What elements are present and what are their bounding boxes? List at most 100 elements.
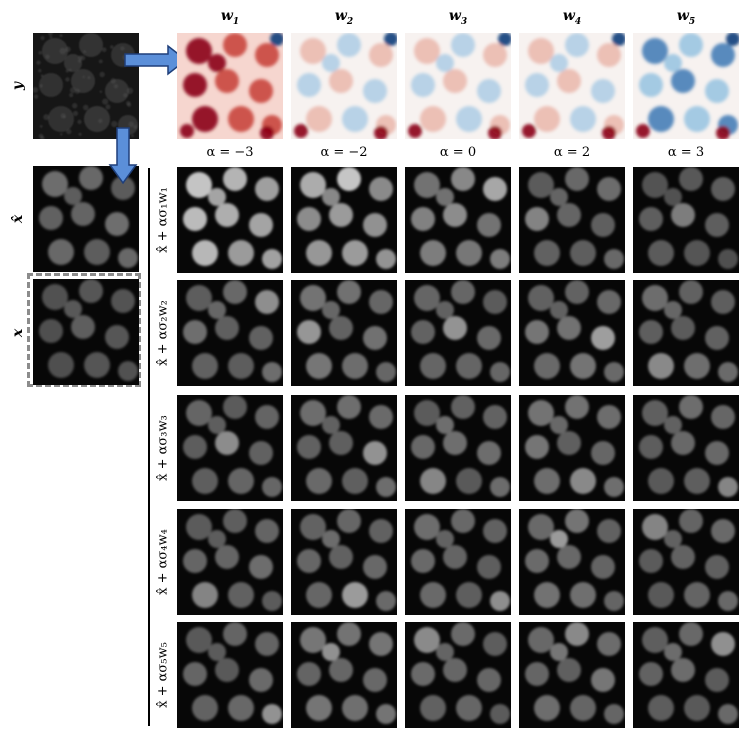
grid-image-r4-c5 — [633, 509, 739, 615]
noise-speck — [40, 74, 44, 78]
nucleus — [228, 695, 254, 721]
w-accent — [612, 33, 625, 46]
grid-image-r1-c2 — [291, 167, 397, 273]
nucleus — [228, 353, 254, 379]
nucleus — [604, 704, 624, 724]
nucleus — [684, 695, 710, 721]
nucleus — [183, 207, 207, 231]
noise-speck — [39, 125, 43, 128]
noise-speck — [80, 55, 86, 61]
w-image-1 — [177, 33, 283, 139]
noise-speck — [102, 98, 109, 105]
w-accent — [180, 124, 194, 138]
w-blob — [528, 38, 554, 64]
nucleus — [648, 353, 674, 379]
nucleus — [671, 203, 695, 227]
nucleus — [671, 431, 695, 455]
nucleus — [337, 622, 361, 646]
separator-line — [148, 168, 150, 726]
nucleus — [420, 468, 446, 494]
grid-image-r5-c4 — [519, 622, 625, 728]
grid-image-r2-c4 — [519, 280, 625, 386]
nucleus — [79, 166, 103, 190]
nucleus — [604, 362, 624, 382]
grid-image-r4-c2 — [291, 509, 397, 615]
w-accent — [294, 124, 308, 138]
w-blob — [570, 106, 596, 132]
grid-image-r5-c1 — [177, 622, 283, 728]
w-blob — [705, 79, 729, 103]
nucleus — [411, 435, 435, 459]
nucleus — [664, 301, 682, 319]
noise-speck — [43, 114, 50, 121]
nucleus — [223, 509, 247, 533]
nucleus — [528, 627, 554, 653]
w-blob — [255, 43, 279, 67]
nucleus — [223, 622, 247, 646]
w-blob — [550, 54, 568, 72]
w-blob — [679, 33, 703, 57]
nucleus — [208, 416, 226, 434]
w-blob — [249, 79, 273, 103]
noise-speck — [38, 69, 42, 73]
nucleus — [534, 695, 560, 721]
nucleus — [648, 240, 674, 266]
nucleus — [477, 668, 501, 692]
nucleus — [262, 704, 282, 724]
nucleus — [550, 643, 568, 661]
nucleus — [451, 395, 475, 419]
nucleus — [711, 632, 735, 656]
noise-speck — [120, 46, 125, 51]
noise-speck — [40, 36, 45, 41]
nucleus — [477, 441, 501, 465]
nucleus — [597, 290, 621, 314]
nucleus — [329, 545, 353, 569]
nucleus — [228, 582, 254, 608]
nucleus — [369, 405, 393, 429]
noise-speck — [59, 34, 63, 38]
w-accent — [270, 33, 283, 46]
nucleus — [570, 582, 596, 608]
nucleus — [39, 319, 63, 343]
nucleus — [420, 240, 446, 266]
nucleus — [306, 240, 332, 266]
nucleus — [483, 177, 507, 201]
nucleus — [215, 658, 239, 682]
nucleus — [118, 361, 138, 381]
nucleus — [565, 509, 589, 533]
w-blob — [192, 106, 218, 132]
nucleus — [329, 658, 353, 682]
nucleus — [48, 352, 74, 378]
label-x: x — [10, 328, 26, 338]
nucleus — [671, 545, 695, 569]
nucleus — [208, 301, 226, 319]
grid-image-r3-c3 — [405, 395, 511, 501]
grid-image-r1-c5 — [633, 167, 739, 273]
nucleus — [597, 632, 621, 656]
nucleus — [262, 249, 282, 269]
nucleus — [664, 416, 682, 434]
column-title-w3: w3 — [448, 8, 468, 27]
w-accent — [260, 126, 274, 139]
grid-image-r1-c4 — [519, 167, 625, 273]
w-blob — [215, 69, 239, 93]
grid-image-r3-c4 — [519, 395, 625, 501]
nucleus — [342, 240, 368, 266]
nucleus — [342, 353, 368, 379]
row-label-3: x̂ + ασ₃w₃ — [155, 415, 171, 481]
image-y — [33, 33, 139, 139]
w-image-2 — [291, 33, 397, 139]
nucleus — [249, 668, 273, 692]
nucleus — [705, 668, 729, 692]
nucleus — [329, 431, 353, 455]
nucleus — [525, 320, 549, 344]
noise-speck — [113, 84, 119, 89]
label-xhat: x̂ — [10, 214, 26, 224]
grid-image-r1-c1 — [177, 167, 283, 273]
nucleus — [223, 395, 247, 419]
alpha-label: α = 3 — [667, 145, 705, 160]
nucleus — [262, 477, 282, 497]
nucleus — [711, 519, 735, 543]
nucleus — [456, 353, 482, 379]
nucleus — [648, 695, 674, 721]
